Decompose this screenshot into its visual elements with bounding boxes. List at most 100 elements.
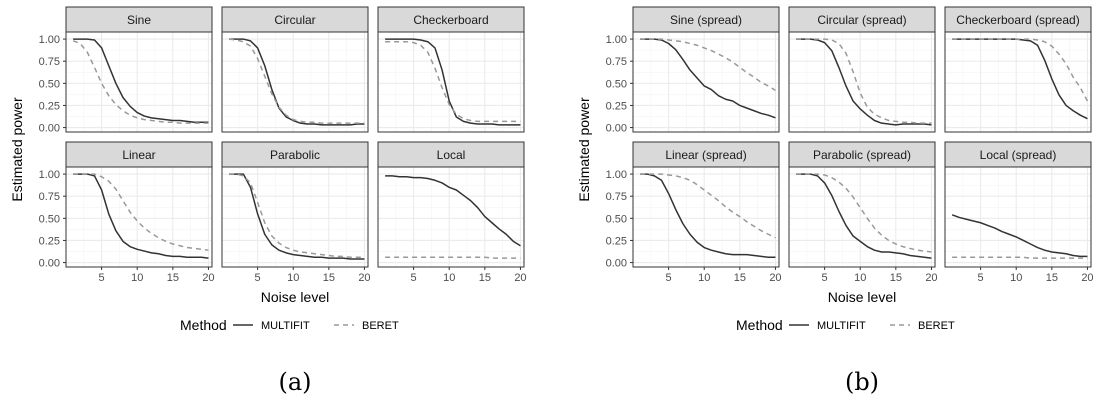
facet-panel: Linear (spread) 0.00 0.25 0.50 0.75 1.00 5 10 15… bbox=[606, 141, 782, 284]
beret-line bbox=[796, 173, 932, 253]
y-tick-label: 0.25 bbox=[39, 100, 60, 112]
panel-border bbox=[944, 166, 1092, 268]
facet-panel: Checkerboard bbox=[377, 6, 525, 133]
y-tick-label: 0.75 bbox=[39, 191, 60, 203]
figure-caption: (b) bbox=[845, 368, 879, 396]
x-axis-title: Noise level bbox=[828, 289, 896, 305]
beret-line bbox=[72, 40, 209, 124]
multifit-line bbox=[640, 173, 776, 259]
x-tick-label: 15 bbox=[734, 272, 746, 284]
facet-strip bbox=[65, 6, 213, 33]
facet-label: Circular bbox=[274, 13, 315, 27]
plot-background bbox=[945, 32, 1091, 132]
multifit-line bbox=[951, 214, 1088, 258]
panel-border bbox=[377, 166, 525, 268]
facet-strip bbox=[944, 141, 1092, 168]
legend-label: BERET bbox=[918, 320, 955, 332]
facet-label: Linear bbox=[122, 148, 155, 162]
y-tick-label: 0.00 bbox=[606, 258, 627, 270]
x-tick-label: 15 bbox=[1046, 272, 1058, 284]
figure-caption: (a) bbox=[278, 368, 311, 396]
facet-label: Local (spread) bbox=[980, 148, 1057, 162]
y-tick-label: 0.25 bbox=[39, 235, 60, 247]
plot-background bbox=[789, 32, 935, 132]
y-axis-title: Estimated power bbox=[576, 97, 592, 202]
facet-panel: Sine (spread) 0.00 0.25 0.50 0.75 1.00 bbox=[606, 6, 780, 135]
facet-label: Circular (spread) bbox=[817, 13, 906, 27]
facet-panel: Parabolic (spread) 5 10 15 20 bbox=[788, 141, 938, 284]
chart-a: Sine 0.00 0.25 0.50 0.75 1.00 Circular Checkerb… bbox=[9, 6, 527, 396]
x-tick-label: 15 bbox=[479, 272, 491, 284]
y-tick-label: 0.25 bbox=[606, 235, 627, 247]
facet-label: Checkerboard bbox=[413, 13, 488, 27]
panel-border bbox=[788, 31, 936, 133]
multifit-line bbox=[796, 38, 932, 126]
facet-label: Local bbox=[437, 148, 466, 162]
y-tick-label: 0.50 bbox=[606, 78, 627, 90]
panel-border bbox=[944, 31, 1092, 133]
facet-panel: Checkerboard (spread) bbox=[944, 6, 1092, 133]
x-tick-label: 10 bbox=[131, 272, 143, 284]
legend: Method MULTIFIT BERET bbox=[736, 317, 955, 333]
x-tick-label: 5 bbox=[99, 272, 105, 284]
x-axis-title: Noise level bbox=[261, 289, 329, 305]
x-tick-label: 15 bbox=[323, 272, 335, 284]
panel-border bbox=[221, 31, 369, 133]
facet-strip bbox=[788, 141, 936, 168]
y-tick-label: 0.75 bbox=[39, 56, 60, 68]
facet-label: Linear (spread) bbox=[665, 148, 746, 162]
facet-strip bbox=[788, 6, 936, 33]
facet-strip bbox=[632, 141, 780, 168]
x-tick-label: 20 bbox=[358, 272, 370, 284]
y-axis-title: Estimated power bbox=[9, 97, 25, 202]
facet-strip bbox=[944, 6, 1092, 33]
panel-border bbox=[632, 31, 780, 133]
x-tick-label: 5 bbox=[822, 272, 828, 284]
y-tick-label: 1.00 bbox=[606, 169, 627, 181]
multifit-line bbox=[73, 38, 209, 124]
y-tick-label: 0.75 bbox=[606, 191, 627, 203]
y-tick-label: 0.00 bbox=[39, 258, 60, 270]
x-tick-label: 5 bbox=[978, 272, 984, 284]
facet-label: Sine bbox=[127, 13, 151, 27]
panel-border bbox=[65, 166, 213, 268]
y-tick-label: 0.50 bbox=[39, 213, 60, 225]
y-tick-label: 0.00 bbox=[606, 123, 627, 135]
plot-background bbox=[789, 167, 935, 267]
beret-line bbox=[229, 173, 365, 259]
facet-panel: Parabolic 5 10 15 20 bbox=[221, 141, 371, 284]
x-tick-label: 5 bbox=[255, 272, 261, 284]
facet-panel: Circular (spread) bbox=[788, 6, 936, 133]
x-tick-label: 10 bbox=[698, 272, 710, 284]
facet-label: Parabolic bbox=[270, 148, 320, 162]
multifit-line bbox=[796, 173, 932, 259]
beret-line bbox=[952, 38, 1089, 102]
beret-line bbox=[73, 173, 209, 251]
plot-background bbox=[633, 167, 779, 267]
beret-line bbox=[796, 38, 932, 124]
legend-label: MULTIFIT bbox=[261, 320, 310, 332]
plot-background bbox=[66, 167, 212, 267]
plot-background bbox=[378, 32, 524, 132]
legend: Method MULTIFIT BERET bbox=[180, 317, 399, 333]
multifit-line bbox=[229, 38, 365, 126]
beret-line bbox=[385, 256, 521, 259]
legend-title: Method bbox=[180, 317, 227, 333]
panel-border bbox=[632, 166, 780, 268]
facet-label: Sine (spread) bbox=[670, 13, 742, 27]
panel-border bbox=[788, 166, 936, 268]
panel-border bbox=[65, 31, 213, 133]
facet-strip bbox=[65, 141, 213, 168]
x-tick-label: 10 bbox=[443, 272, 455, 284]
plot-background bbox=[222, 32, 368, 132]
legend-label: BERET bbox=[362, 320, 399, 332]
multifit-line bbox=[229, 173, 365, 260]
beret-line bbox=[952, 256, 1088, 259]
x-tick-label: 10 bbox=[287, 272, 299, 284]
chart-b: Sine (spread) 0.00 0.25 0.50 0.75 1.00 Circula… bbox=[576, 6, 1094, 396]
facet-panel: Sine 0.00 0.25 0.50 0.75 1.00 bbox=[39, 6, 213, 135]
y-tick-label: 0.75 bbox=[606, 56, 627, 68]
x-tick-label: 10 bbox=[854, 272, 866, 284]
panel-border bbox=[377, 31, 525, 133]
